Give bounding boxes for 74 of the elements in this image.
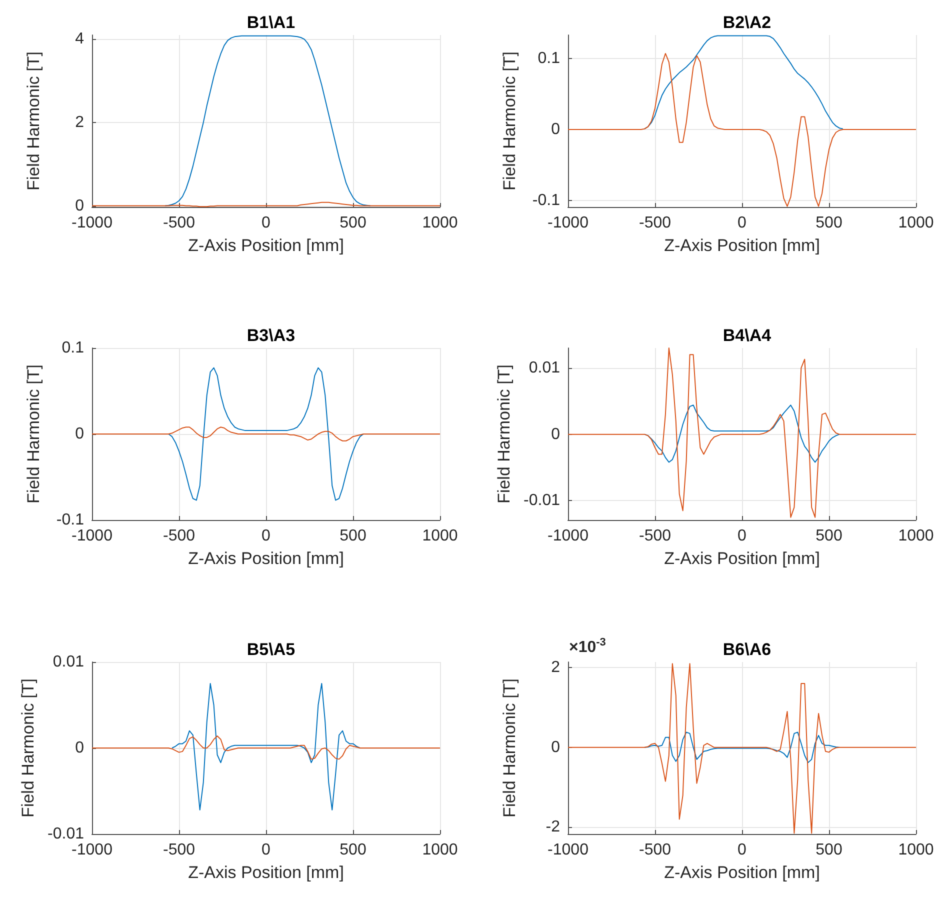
y-axis-title: Field Harmonic [T] [24, 52, 43, 190]
x-tick-label: 1000 [422, 842, 458, 858]
x-tick-label: -1000 [548, 528, 589, 544]
x-tick-label: 1000 [898, 842, 934, 858]
line-series [644, 732, 840, 764]
y-tick-label: 4 [75, 30, 84, 48]
x-axis-title: Z-Axis Position [mm] [188, 549, 344, 568]
x-axis-title: Z-Axis Position [mm] [664, 549, 820, 568]
x-tick-label: -1000 [548, 214, 589, 232]
x-axis-title: Z-Axis Position [mm] [664, 863, 820, 882]
y-tick-label: 0 [75, 740, 84, 756]
x-tick-label: -1000 [72, 842, 113, 858]
y-axis-title: Field Harmonic [T] [24, 364, 43, 504]
chart-title: B3\A3 [246, 326, 296, 345]
x-tick-label: 0 [262, 842, 271, 858]
y-tick-label: -2 [546, 818, 560, 836]
line-series [568, 348, 916, 518]
x-tick-label: 0 [262, 214, 271, 232]
y-tick-label: 0.1 [538, 50, 560, 67]
y-tick-label: 0 [551, 426, 560, 443]
y-tick-label: -0.01 [48, 826, 84, 842]
line-series [568, 663, 916, 834]
y-axis-title: Field Harmonic [T] [494, 364, 514, 504]
y-tick-label: 2 [551, 659, 560, 676]
line-series [92, 735, 440, 760]
x-tick-label: 1000 [422, 214, 458, 232]
y-axis-title: Field Harmonic [T] [500, 52, 519, 190]
x-tick-label: -1000 [72, 528, 113, 544]
y-tick-label: 0.1 [62, 340, 84, 356]
y-tick-label: -0.1 [532, 192, 560, 210]
y-axis-title: Field Harmonic [T] [18, 678, 38, 818]
y-tick-label: 0 [75, 426, 84, 442]
y-axis-title: Field Harmonic [T] [500, 678, 519, 818]
y-tick-label: 0 [551, 121, 560, 138]
x-tick-label: 500 [340, 842, 366, 858]
x-tick-label: 500 [816, 842, 842, 858]
x-tick-label: 0 [738, 842, 747, 858]
y-tick-label: 0.01 [528, 359, 560, 376]
x-tick-label: 0 [738, 214, 747, 232]
chart-title: B1\A1 [246, 13, 296, 32]
y-tick-label: 2 [75, 114, 84, 131]
x-tick-label: 1000 [898, 214, 934, 232]
line-series [92, 426, 440, 442]
x-tick-label: 500 [816, 528, 842, 544]
x-tick-label: -500 [162, 842, 196, 858]
x-tick-label: 1000 [422, 528, 458, 544]
x-axis-title: Z-Axis Position [mm] [188, 863, 344, 882]
x-tick-label: 500 [340, 528, 366, 544]
line-series [164, 35, 371, 206]
x-tick-label: 1000 [898, 528, 934, 544]
y-tick-label: 0 [551, 738, 560, 756]
y-tick-label: 0 [75, 197, 84, 214]
chart-title: B6\A6 [722, 640, 772, 659]
x-axis-title: Z-Axis Position [mm] [664, 236, 820, 255]
line-series [172, 683, 360, 810]
x-tick-label: -500 [162, 214, 196, 232]
x-tick-label: -500 [638, 528, 672, 544]
x-tick-label: -1000 [548, 842, 589, 858]
x-tick-label: 500 [340, 214, 366, 232]
x-tick-label: -500 [162, 528, 196, 544]
x-tick-label: -1000 [72, 214, 113, 232]
x-axis-title: Z-Axis Position [mm] [188, 236, 344, 255]
chart-title: B4\A4 [722, 326, 772, 345]
x-tick-label: 0 [738, 528, 747, 544]
y-tick-label: -0.1 [56, 512, 84, 528]
x-tick-label: -500 [638, 214, 672, 232]
chart-title: B5\A5 [246, 640, 296, 659]
x-tick-label: 0 [262, 528, 271, 544]
y-tick-label: -0.01 [524, 492, 560, 510]
x-tick-label: -500 [638, 842, 672, 858]
x-tick-label: 500 [816, 214, 842, 232]
chart-title: B2\A2 [722, 13, 772, 32]
y-tick-label: 0.01 [52, 654, 84, 670]
line-series [168, 367, 364, 501]
